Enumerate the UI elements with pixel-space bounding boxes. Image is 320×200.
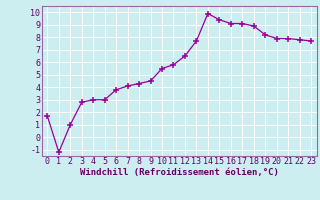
X-axis label: Windchill (Refroidissement éolien,°C): Windchill (Refroidissement éolien,°C) bbox=[80, 168, 279, 177]
